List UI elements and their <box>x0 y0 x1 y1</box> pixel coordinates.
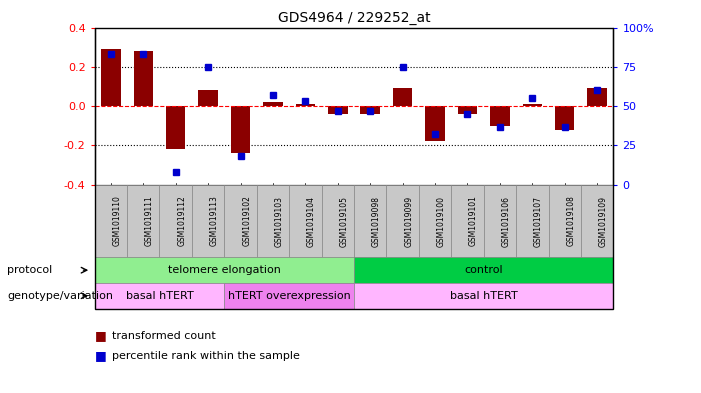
Bar <box>426 106 444 141</box>
Text: GSM1019105: GSM1019105 <box>339 196 348 246</box>
Bar <box>555 106 575 130</box>
Bar <box>198 90 218 106</box>
Bar <box>490 106 510 126</box>
Bar <box>458 106 477 114</box>
Bar <box>166 106 185 149</box>
Bar <box>134 51 153 106</box>
Text: GSM1019098: GSM1019098 <box>372 196 381 246</box>
Text: ■: ■ <box>95 329 107 343</box>
Bar <box>523 104 542 106</box>
Text: basal hTERT: basal hTERT <box>125 291 193 301</box>
Text: transformed count: transformed count <box>112 331 216 341</box>
Text: GSM1019104: GSM1019104 <box>307 196 316 246</box>
Text: telomere elongation: telomere elongation <box>168 265 281 275</box>
Text: basal hTERT: basal hTERT <box>450 291 517 301</box>
Bar <box>101 49 121 106</box>
Bar <box>587 88 607 106</box>
Text: control: control <box>464 265 503 275</box>
Text: GSM1019109: GSM1019109 <box>599 196 608 246</box>
Text: GSM1019103: GSM1019103 <box>275 196 284 246</box>
Text: genotype/variation: genotype/variation <box>7 291 113 301</box>
Text: GSM1019108: GSM1019108 <box>566 196 576 246</box>
Text: hTERT overexpression: hTERT overexpression <box>228 291 350 301</box>
Text: GSM1019106: GSM1019106 <box>501 196 510 246</box>
Text: protocol: protocol <box>7 265 53 275</box>
Text: GSM1019107: GSM1019107 <box>534 196 543 246</box>
Text: GSM1019113: GSM1019113 <box>210 196 219 246</box>
Text: GSM1019100: GSM1019100 <box>437 196 446 246</box>
Bar <box>360 106 380 114</box>
Text: percentile rank within the sample: percentile rank within the sample <box>112 351 300 361</box>
Bar <box>231 106 250 153</box>
Text: GSM1019099: GSM1019099 <box>404 195 414 247</box>
Bar <box>393 88 412 106</box>
Text: GSM1019102: GSM1019102 <box>242 196 251 246</box>
Text: ■: ■ <box>95 349 107 362</box>
Title: GDS4964 / 229252_at: GDS4964 / 229252_at <box>278 11 430 25</box>
Bar <box>328 106 348 114</box>
Text: GSM1019112: GSM1019112 <box>177 196 186 246</box>
Text: GSM1019101: GSM1019101 <box>469 196 478 246</box>
Bar <box>264 102 283 106</box>
Bar <box>296 104 315 106</box>
Text: GSM1019110: GSM1019110 <box>112 196 121 246</box>
Text: GSM1019111: GSM1019111 <box>145 196 154 246</box>
